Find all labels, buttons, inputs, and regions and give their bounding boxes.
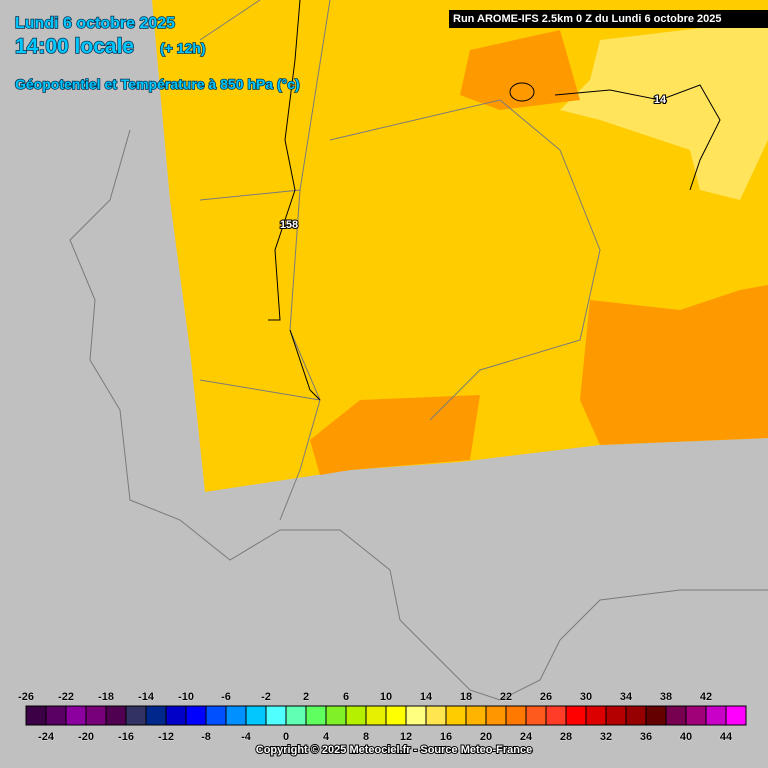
legend-label: 28: [560, 731, 572, 743]
legend-swatch: [725, 705, 747, 726]
legend-label: 34: [620, 691, 633, 703]
legend-swatch: [185, 705, 207, 726]
legend-swatch: [225, 705, 247, 726]
legend-label: -14: [138, 691, 155, 703]
legend-label: -10: [178, 691, 194, 703]
legend-label: -2: [261, 691, 271, 703]
date: Lundi 6 octobre 2025: [15, 15, 175, 32]
legend-swatch: [85, 705, 107, 726]
contour-label: 14: [654, 94, 667, 106]
contour-label: 158: [280, 219, 298, 231]
legend-label: -18: [98, 691, 114, 703]
legend-swatch: [685, 705, 707, 726]
run: Run AROME-IFS 2.5km 0 Z du Lundi 6 octob…: [453, 13, 722, 25]
legend-swatch: [625, 705, 647, 726]
warm-zone: [560, 20, 768, 200]
legend-label: 16: [440, 731, 452, 743]
legend-label: 20: [480, 731, 492, 743]
legend-label: 36: [640, 731, 652, 743]
legend-label: -20: [78, 731, 94, 743]
coastline: [69, 129, 768, 701]
legend-swatch: [165, 705, 187, 726]
legend-swatch: [605, 705, 627, 726]
legend-swatch: [345, 705, 367, 726]
legend-swatch: [25, 705, 47, 726]
legend-swatch: [405, 705, 427, 726]
hot-zone: [460, 30, 580, 110]
legend-swatch: [425, 705, 447, 726]
legend-swatch: [385, 705, 407, 726]
legend-swatch: [145, 705, 167, 726]
hot-spot: [509, 82, 535, 102]
legend-swatch: [445, 705, 467, 726]
field: Géopotentiel et Température à 850 hPa (°…: [15, 76, 300, 92]
legend-label: -12: [158, 731, 174, 743]
legend-label: -24: [38, 731, 55, 743]
legend-swatch: [125, 705, 147, 726]
legend-label: -16: [118, 731, 134, 743]
time: 14:00 locale: [15, 35, 134, 58]
legend-label: -4: [241, 731, 252, 743]
legend-swatch: [205, 705, 227, 726]
legend-swatch: [485, 705, 507, 726]
legend-swatch: [245, 705, 267, 726]
legend-label: 26: [540, 691, 552, 703]
legend-label: 6: [343, 691, 349, 703]
legend-swatch: [705, 705, 727, 726]
legend-label: 38: [660, 691, 672, 703]
legend: -26-24-22-20-18-16-14-12-10-8-6-4-202468…: [18, 691, 747, 743]
legend-swatch: [365, 705, 387, 726]
legend-label: 40: [680, 731, 692, 743]
legend-label: -26: [18, 691, 34, 703]
legend-label: -8: [201, 731, 211, 743]
legend-label: 30: [580, 691, 592, 703]
legend-swatch: [465, 705, 487, 726]
legend-swatch: [645, 705, 667, 726]
legend-swatch: [325, 705, 347, 726]
legend-swatch: [285, 705, 307, 726]
run-box: [449, 10, 768, 28]
legend-label: 44: [720, 731, 733, 743]
isohypse: [268, 0, 321, 401]
legend-swatch: [65, 705, 87, 726]
legend-label: 12: [400, 731, 412, 743]
legend-label: 2: [303, 691, 309, 703]
legend-label: 32: [600, 731, 612, 743]
legend-label: 4: [323, 731, 330, 743]
legend-swatch: [665, 705, 687, 726]
legend-swatch: [45, 705, 67, 726]
legend-label: 14: [420, 691, 433, 703]
hot-zone: [310, 395, 480, 475]
legend-swatch: [305, 705, 327, 726]
legend-label: 0: [283, 731, 289, 743]
legend-label: 10: [380, 691, 392, 703]
legend-swatch: [105, 705, 127, 726]
legend-label: 8: [363, 731, 369, 743]
legend-label: 24: [520, 731, 533, 743]
footer: Copyright © 2025 Meteociel.fr - Source M…: [256, 744, 532, 756]
legend-label: 18: [460, 691, 472, 703]
legend-swatch: [545, 705, 567, 726]
legend-label: 42: [700, 691, 712, 703]
legend-label: -22: [58, 691, 74, 703]
lead: (+ 12h): [160, 40, 206, 56]
hot-zone: [580, 285, 768, 445]
legend-label: 22: [500, 691, 512, 703]
legend-swatch: [585, 705, 607, 726]
legend-label: -6: [221, 691, 231, 703]
legend-swatch: [565, 705, 587, 726]
legend-swatch: [505, 705, 527, 726]
legend-swatch: [265, 705, 287, 726]
legend-swatch: [525, 705, 547, 726]
isotherm: [554, 84, 721, 191]
